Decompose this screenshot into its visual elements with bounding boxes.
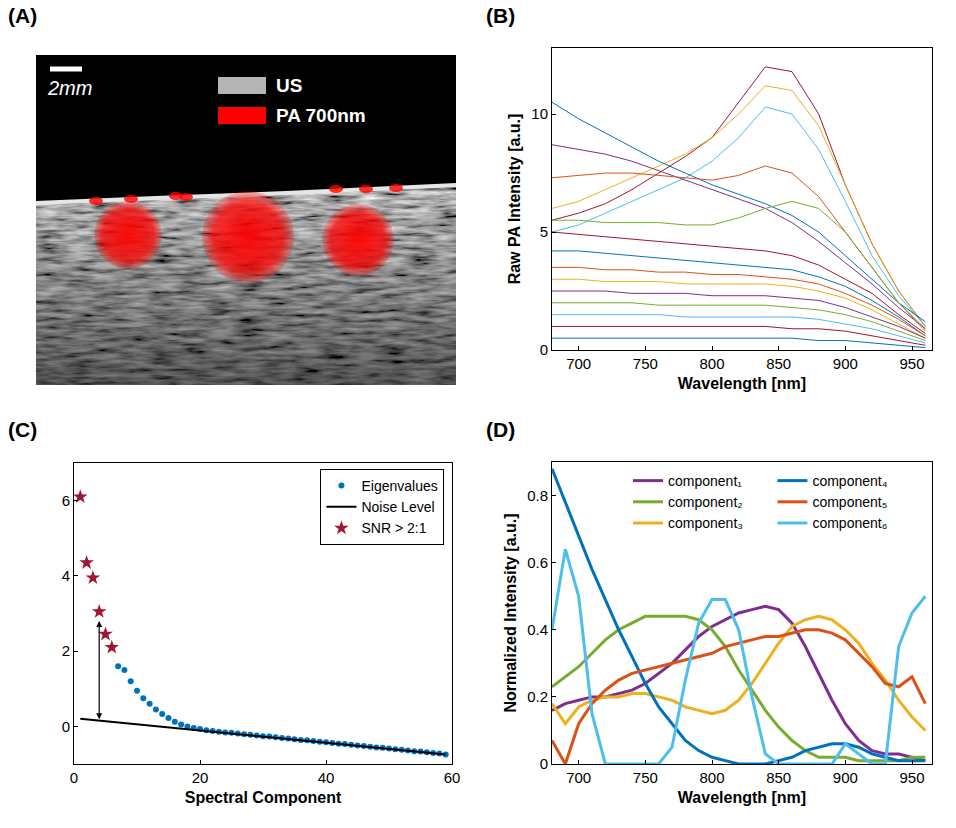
svg-text:Noise Level: Noise Level <box>361 499 434 515</box>
svg-text:60: 60 <box>444 769 461 786</box>
html-text:(C): (C) <box>8 418 38 441</box>
svg-text:Normalized Intensity [a.u.]: Normalized Intensity [a.u.] <box>502 513 519 712</box>
svg-text:850: 850 <box>766 355 791 372</box>
svg-text:4: 4 <box>62 567 70 584</box>
svg-text:0.2: 0.2 <box>527 688 548 705</box>
svg-text:component₆: component₆ <box>812 515 887 531</box>
svg-text:750: 750 <box>633 355 658 372</box>
svg-text:900: 900 <box>833 355 858 372</box>
svg-text:40: 40 <box>318 769 335 786</box>
svg-text:0: 0 <box>70 769 78 786</box>
svg-text:0.8: 0.8 <box>527 487 548 504</box>
svg-text:0: 0 <box>62 718 70 735</box>
svg-text:800: 800 <box>699 355 724 372</box>
svg-text:component₃: component₃ <box>668 515 743 531</box>
svg-text:0.6: 0.6 <box>527 554 548 571</box>
svg-text:700: 700 <box>566 355 591 372</box>
svg-text:component₁: component₁ <box>668 473 742 489</box>
svg-text:10: 10 <box>531 105 548 122</box>
svg-text:950: 950 <box>899 355 924 372</box>
svg-text:6: 6 <box>62 492 70 509</box>
svg-text:950: 950 <box>899 769 924 786</box>
svg-text:850: 850 <box>766 769 791 786</box>
svg-text:20: 20 <box>192 769 209 786</box>
svg-text:component₄: component₄ <box>812 473 887 489</box>
svg-text:Wavelength [nm]: Wavelength [nm] <box>678 375 806 392</box>
svg-text:0.4: 0.4 <box>527 621 548 638</box>
svg-text:0: 0 <box>540 755 548 772</box>
svg-text:2: 2 <box>62 642 70 659</box>
svg-text:900: 900 <box>833 769 858 786</box>
svg-text:0: 0 <box>540 341 548 358</box>
svg-text:component₂: component₂ <box>668 494 743 510</box>
svg-text:US: US <box>276 75 302 96</box>
svg-text:PA 700nm: PA 700nm <box>276 105 366 126</box>
html-text:(D): (D) <box>486 418 516 441</box>
html-text:(A): (A) <box>8 4 38 27</box>
svg-text:Raw PA Intensity [a.u.]: Raw PA Intensity [a.u.] <box>506 114 523 285</box>
svg-text:Wavelength [nm]: Wavelength [nm] <box>678 789 806 806</box>
svg-text:component₅: component₅ <box>812 494 887 510</box>
svg-text:700: 700 <box>566 769 591 786</box>
svg-text:800: 800 <box>699 769 724 786</box>
html-text:(B): (B) <box>486 4 516 27</box>
svg-text:Spectral Component: Spectral Component <box>185 789 342 806</box>
svg-text:750: 750 <box>633 769 658 786</box>
svg-text:2mm: 2mm <box>47 77 92 99</box>
svg-text:Eigenvalues: Eigenvalues <box>361 478 437 494</box>
svg-text:5: 5 <box>540 223 548 240</box>
svg-text:SNR > 2:1: SNR > 2:1 <box>361 520 426 536</box>
